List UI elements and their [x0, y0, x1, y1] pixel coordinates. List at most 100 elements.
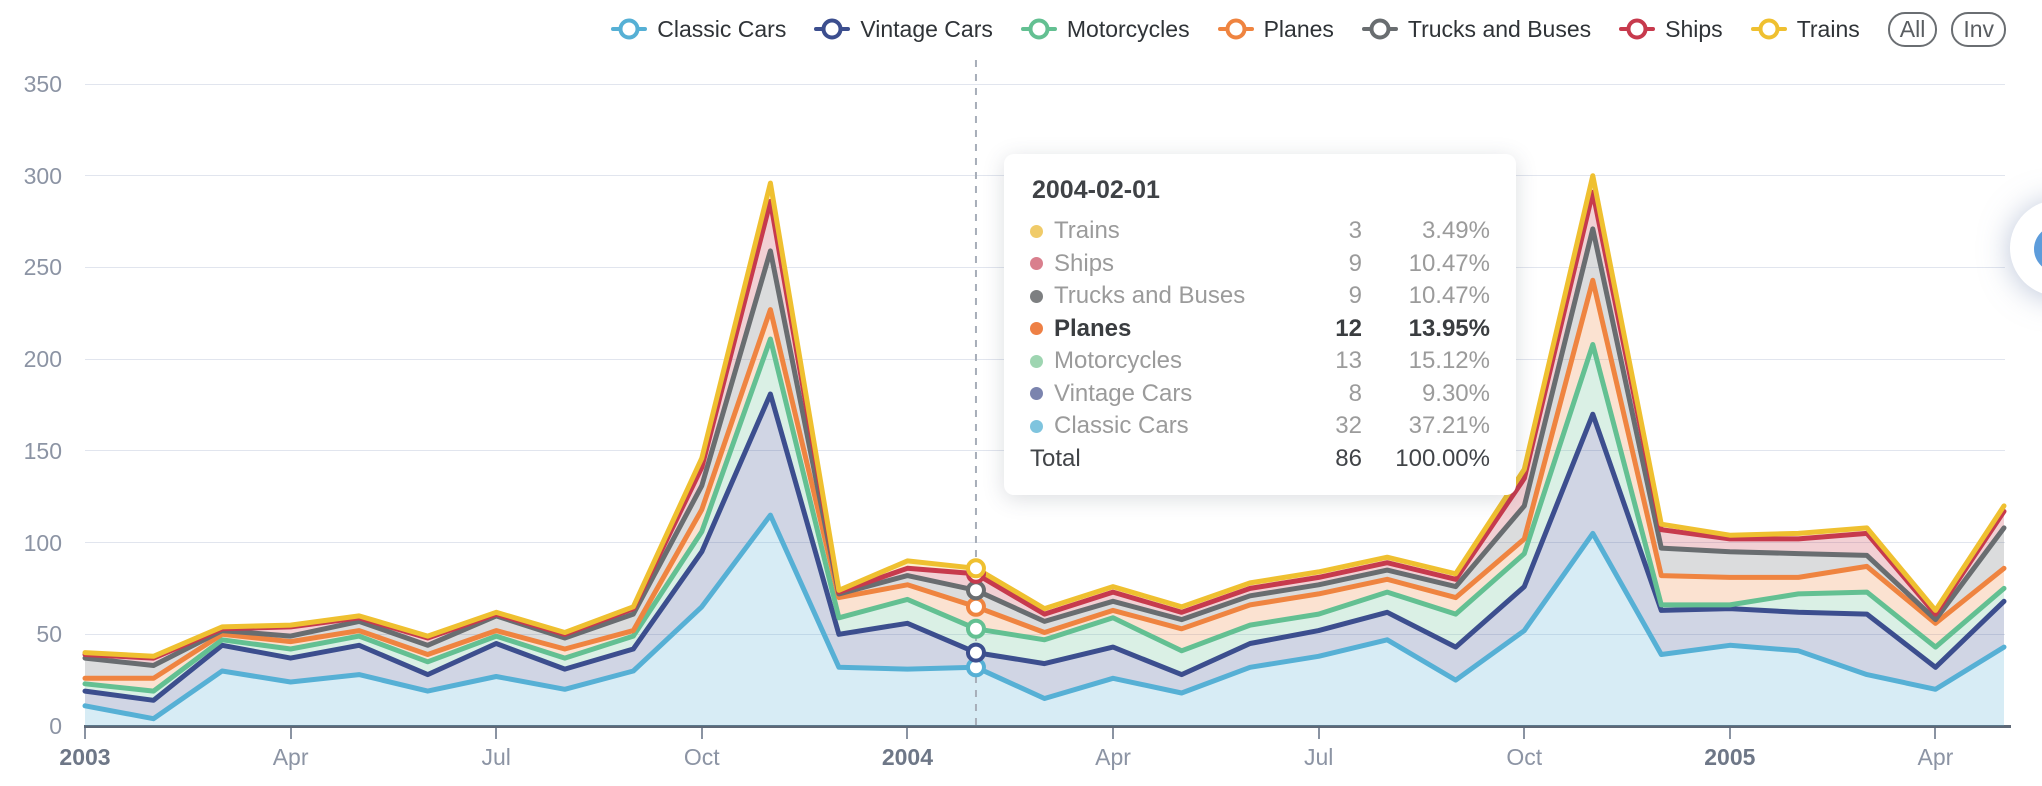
legend-label: Motorcycles — [1066, 15, 1190, 42]
tooltip-series-value: 9 — [1348, 282, 1362, 310]
x-axis-tick — [495, 728, 498, 739]
legend-item-ships[interactable]: Ships — [1619, 16, 1723, 43]
legend: Classic Cars Vintage Cars Motorcycles Plane… — [0, 8, 2006, 50]
line-classic-cars — [82, 512, 2007, 722]
tooltip-row-planes: Planes 12 13.95% — [1030, 313, 1490, 346]
line-vintage-cars — [82, 391, 2007, 703]
tooltip-series-value: 3 — [1348, 217, 1362, 245]
line-trains — [82, 173, 2007, 659]
hover-marker-trains — [965, 558, 986, 579]
line-motorcycles — [82, 336, 2007, 694]
x-axis-tick — [1728, 728, 1731, 739]
x-axis-tick — [1317, 728, 1320, 739]
x-axis-tick-label: Oct — [683, 744, 720, 770]
tooltip-series-value: 32 — [1335, 412, 1362, 440]
x-axis-tick-label: 2004 — [881, 744, 933, 770]
legend-label: Trucks and Buses — [1407, 15, 1592, 42]
legend-invert-button[interactable]: Inv — [1951, 11, 2006, 47]
hover-marker-motorcycles — [965, 618, 986, 639]
x-axis-tick-label: 2005 — [1704, 744, 1756, 770]
legend-item-trains[interactable]: Trains — [1750, 16, 1860, 43]
tooltip-row-trucks-and-buses: Trucks and Buses 9 10.47% — [1030, 280, 1490, 313]
legend-all-button[interactable]: All — [1887, 11, 1938, 47]
hover-marker-planes — [965, 596, 986, 617]
legend-line-marker-icon — [1361, 18, 1398, 40]
legend-label: Classic Cars — [657, 15, 787, 42]
legend-ring-icon — [821, 18, 843, 40]
gridline — [85, 542, 2005, 544]
legend-ring-icon — [1028, 18, 1050, 40]
y-axis-tick-label: 200 — [23, 346, 62, 373]
x-axis-tick — [1523, 728, 1526, 739]
series-dot-icon — [1030, 354, 1043, 368]
legend-line-marker-icon — [1750, 18, 1787, 40]
tooltip-series-name: Trucks and Buses — [1054, 282, 1246, 310]
series-dot-icon — [1030, 419, 1043, 433]
tooltip-series-percent: 10.47% — [1408, 282, 1490, 310]
legend-line-marker-icon — [611, 18, 648, 40]
tooltip-series-percent: 100.00% — [1395, 444, 1490, 472]
x-axis-tick — [289, 728, 292, 739]
x-axis-tick-label: Apr — [1095, 744, 1131, 770]
area-classic-cars — [85, 515, 2004, 726]
legend-item-vintage-cars[interactable]: Vintage Cars — [814, 16, 993, 43]
tooltip-series-value: 9 — [1348, 249, 1362, 277]
series-dot-icon — [1030, 224, 1043, 238]
x-axis-tick-label: Jul — [481, 744, 511, 770]
legend-ring-icon — [1369, 18, 1391, 40]
area-vintage-cars — [85, 394, 2004, 719]
tooltip-series-percent: 15.12% — [1408, 347, 1490, 375]
line-trucks-and-buses — [82, 226, 2007, 668]
x-axis-tick-label: 2003 — [59, 744, 111, 770]
legend-item-trucks-and-buses[interactable]: Trucks and Buses — [1361, 15, 1592, 43]
tooltip-series-name: Classic Cars — [1054, 412, 1189, 440]
tooltip-series-percent: 13.95% — [1408, 314, 1490, 342]
legend-ring-icon — [1758, 18, 1780, 40]
tooltip-series-name: Total — [1030, 444, 1081, 472]
legend-line-marker-icon — [814, 18, 851, 40]
hover-marker-trucks-and-buses — [965, 580, 986, 601]
legend-label: Ships — [1665, 15, 1723, 42]
legend-item-planes[interactable]: Planes — [1217, 15, 1334, 43]
legend-line-marker-icon — [1217, 18, 1254, 40]
y-axis-tick-label: 300 — [23, 162, 62, 189]
series-dot-icon — [1030, 257, 1043, 271]
y-axis-tick-label: 350 — [23, 71, 62, 97]
x-axis-tick — [1934, 728, 1937, 739]
legend-ring-icon — [618, 18, 640, 40]
legend-label: Vintage Cars — [860, 15, 993, 42]
legend-line-marker-icon — [1020, 18, 1057, 40]
gridline — [85, 83, 2005, 85]
tooltip-rows: Trains 3 3.49% Ships 9 10.47% Trucks and Buses… — [1030, 215, 1490, 475]
legend-item-classic-cars[interactable]: Classic Cars — [611, 16, 786, 43]
series-dot-icon — [1030, 289, 1043, 303]
tooltip-series-percent: 9.30% — [1421, 379, 1490, 407]
legend-item-motorcycles[interactable]: Motorcycles — [1020, 15, 1190, 43]
tooltip-series-value: 13 — [1335, 347, 1362, 375]
hover-marker-vintage-cars — [965, 642, 986, 663]
x-axis-tick-label: Apr — [272, 744, 309, 770]
tooltip-series-name: Trains — [1054, 217, 1120, 245]
legend-label: Planes — [1263, 15, 1334, 42]
tooltip-row-vintage-cars: Vintage Cars 8 9.30% — [1030, 378, 1490, 411]
x-axis-tick — [906, 728, 909, 739]
tooltip-series-percent: 37.21% — [1408, 412, 1490, 440]
tooltip-series-value: 12 — [1335, 314, 1362, 342]
y-axis-tick-label: 250 — [23, 254, 62, 281]
x-axis-tick-label: Apr — [1917, 744, 1954, 770]
tooltip-series-value: 86 — [1335, 444, 1362, 472]
y-axis-tick-label: 0 — [49, 713, 62, 739]
y-axis-tick-label: 50 — [36, 621, 62, 648]
y-axis-tick-label: 100 — [23, 529, 62, 556]
tooltip: 2004-02-01 Trains 3 3.49% Ships 9 10.47% Truck… — [1004, 154, 1516, 495]
tooltip-date: 2004-02-01 — [1032, 176, 1160, 204]
legend-ring-icon — [1225, 18, 1247, 40]
y-axis-tick-label: 150 — [23, 437, 62, 464]
tooltip-series-value: 8 — [1348, 379, 1362, 407]
tooltip-series-name: Motorcycles — [1054, 347, 1183, 375]
tooltip-row-ships: Ships 9 10.47% — [1030, 248, 1490, 281]
series-dot-icon — [1030, 387, 1043, 401]
legend-ring-icon — [1626, 18, 1648, 40]
